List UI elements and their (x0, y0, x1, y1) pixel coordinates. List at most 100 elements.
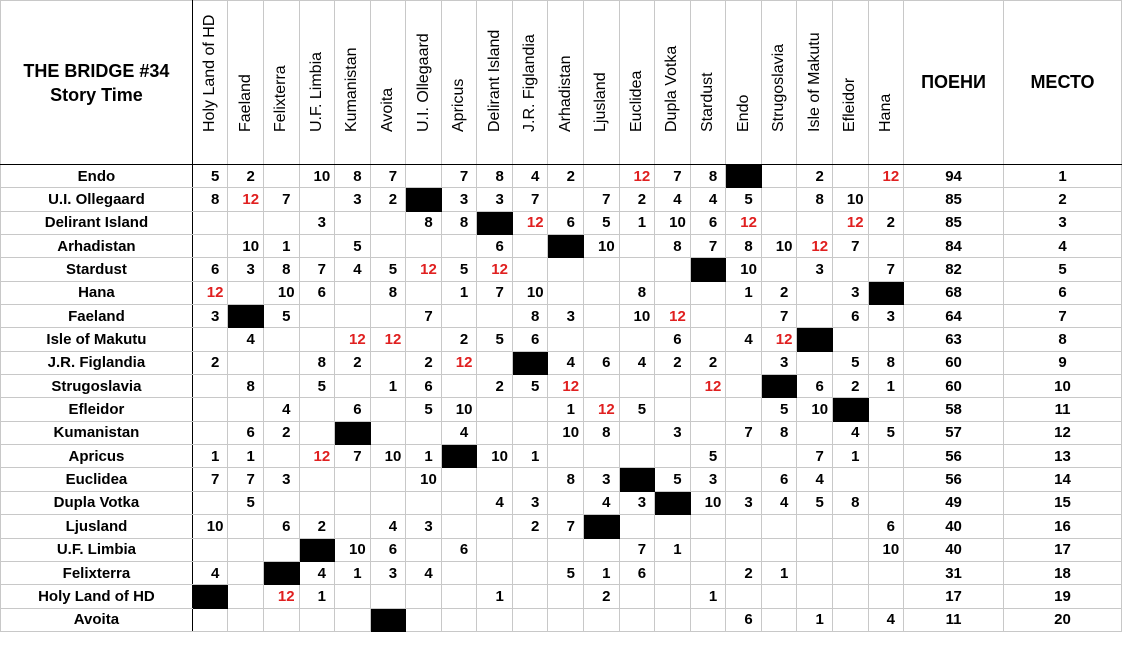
score-cell: 5 (227, 490, 264, 516)
score-cell: 1 (476, 584, 513, 609)
final-place: 2 (1003, 187, 1122, 212)
score-cell (547, 490, 585, 516)
score-cell (476, 304, 513, 329)
score-cell: 10 (334, 537, 371, 562)
table-row: Avoita 6 1 4 11 20 (0, 607, 1122, 632)
score-cell (654, 397, 691, 422)
score-cell: 5 (547, 560, 585, 586)
score-cell: 8 (831, 490, 869, 516)
score-cell (796, 560, 833, 586)
score-cell (334, 514, 371, 539)
country-name: U.F. Limbia (0, 537, 193, 562)
country-name: Efleidor (0, 397, 193, 422)
score-cell (405, 163, 442, 189)
score-cell: 1 (511, 444, 549, 469)
score-cell: 2 (654, 350, 691, 376)
score-cell: 2 (831, 374, 869, 399)
country-name: Endo (0, 163, 193, 189)
score-cell: 7 (227, 467, 264, 492)
score-cell: 4 (547, 350, 585, 376)
total-points: 57 (903, 420, 1004, 446)
column-header-label: Efleidor (841, 77, 859, 132)
score-cell: 5 (831, 350, 869, 376)
final-place: 16 (1003, 514, 1122, 539)
score-cell: 7 (369, 163, 407, 189)
score-cell: 1 (547, 397, 585, 422)
score-cell: 8 (227, 374, 264, 399)
score-cell: 1 (227, 444, 264, 469)
total-points: 94 (903, 163, 1004, 189)
score-cell (440, 234, 478, 259)
score-cell: 7 (583, 187, 620, 212)
score-cell (191, 210, 229, 236)
table-row: U.I. Ollegaard 8 12 7 3 2 3 3 7 7 2 4 4 5 8 10 85 2 (0, 187, 1122, 212)
table-row: Isle of Makutu 4 12 12 2 5 6 6 4 12 63 8 (0, 327, 1122, 352)
score-cell (583, 280, 620, 306)
final-place: 8 (1003, 327, 1122, 352)
final-place: 15 (1003, 490, 1122, 516)
score-cell: 3 (476, 187, 513, 212)
score-cell (796, 304, 833, 329)
score-cell: 1 (191, 444, 229, 469)
score-cell: 5 (476, 327, 513, 352)
score-cell (796, 210, 833, 236)
score-cell (725, 304, 762, 329)
score-cell: 5 (618, 397, 656, 422)
score-cell (511, 467, 549, 492)
score-cell (476, 560, 513, 586)
score-cell (618, 234, 656, 259)
score-cell: 1 (298, 584, 336, 609)
score-cell (689, 327, 727, 352)
score-cell: 6 (262, 514, 300, 539)
final-place: 5 (1003, 257, 1122, 282)
table-row: Holy Land of HD 12 1 1 2 1 17 19 (0, 584, 1122, 609)
country-name: Ljusland (0, 514, 193, 539)
column-header: Euclidea (618, 0, 656, 165)
score-cell (867, 490, 905, 516)
final-place: 14 (1003, 467, 1122, 492)
score-cell: 10 (583, 234, 620, 259)
score-cell: 2 (760, 280, 798, 306)
score-cell: 8 (760, 420, 798, 446)
score-cell: 6 (654, 327, 691, 352)
score-cell: 7 (796, 444, 833, 469)
score-cell: 4 (760, 490, 798, 516)
self-vote-cell (618, 467, 656, 492)
score-cell (654, 280, 691, 306)
total-points: 60 (903, 350, 1004, 376)
score-cell (583, 304, 620, 329)
table-body: Endo 5 2 10 8 7 7 8 4 2 12 7 8 2 12 94 1 U.I. Ollegaard 8 1… (0, 163, 1122, 632)
column-header: Felixterra (262, 0, 300, 165)
score-cell: 5 (334, 234, 371, 259)
score-cell: 10 (547, 420, 585, 446)
score-cell: 6 (831, 304, 869, 329)
score-cell (298, 187, 336, 212)
score-cell: 5 (583, 210, 620, 236)
self-vote-cell (191, 584, 229, 609)
score-cell: 7 (334, 444, 371, 469)
score-cell: 3 (298, 210, 336, 236)
score-cell (191, 490, 229, 516)
column-header-label: Kumanistan (343, 47, 361, 133)
country-name: Hana (0, 280, 193, 306)
total-points: 40 (903, 537, 1004, 562)
score-cell (298, 490, 336, 516)
score-cell: 7 (547, 514, 585, 539)
score-cell (334, 210, 371, 236)
score-cell: 12 (440, 350, 478, 376)
score-cell: 4 (262, 397, 300, 422)
column-header-label: Felixterra (272, 65, 290, 132)
score-cell: 8 (191, 187, 229, 212)
score-cell (796, 584, 833, 609)
score-cell (298, 234, 336, 259)
score-cell: 12 (191, 280, 229, 306)
country-name: Euclidea (0, 467, 193, 492)
score-cell: 5 (511, 374, 549, 399)
total-points: 68 (903, 280, 1004, 306)
score-cell (405, 584, 442, 609)
score-cell: 1 (583, 560, 620, 586)
score-cell: 4 (618, 350, 656, 376)
table-row: Euclidea 7 7 3 10 8 3 5 3 6 4 56 14 (0, 467, 1122, 492)
column-header-label: Delirant Island (485, 29, 503, 132)
column-header: J.R. Figlandia (511, 0, 549, 165)
